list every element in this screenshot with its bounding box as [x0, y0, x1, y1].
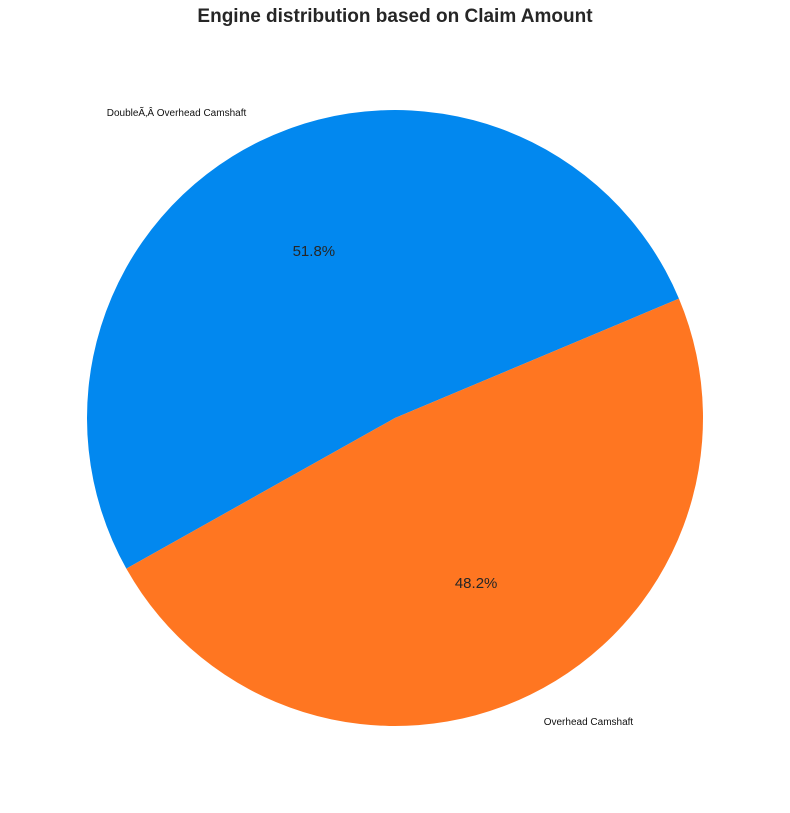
slice-category-label: DoubleÃ‚Â Overhead Camshaft: [107, 106, 247, 119]
slice-category-label: Overhead Camshaft: [544, 717, 634, 728]
pie-slices: [86, 109, 703, 726]
pie-labels: 51.8% DoubleÃ‚Â Overhead Camshaft 48.2% Ove…: [107, 106, 634, 728]
slice-percent-label: 51.8%: [293, 243, 336, 260]
pie-slice-1: [126, 298, 703, 726]
pie-slice-0: [86, 109, 679, 569]
chart-title: Engine distribution based on Claim Amoun…: [197, 6, 593, 27]
slice-percent-label: 48.2%: [455, 575, 498, 592]
